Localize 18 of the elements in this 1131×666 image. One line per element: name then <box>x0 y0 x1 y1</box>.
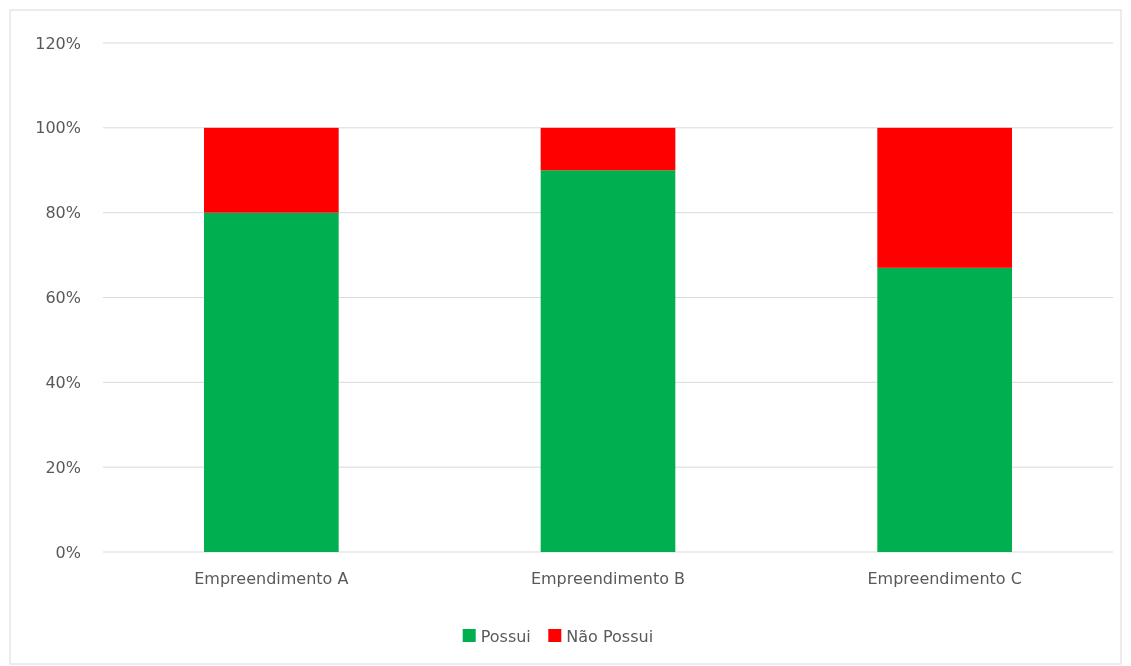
y-tick-label: 40% <box>45 372 81 392</box>
legend-label: Não Possui <box>566 626 654 646</box>
y-tick-label: 100% <box>35 118 81 138</box>
y-tick-label: 0% <box>55 542 81 562</box>
bar <box>877 127 1012 268</box>
bar <box>540 127 676 171</box>
y-tick-label: 80% <box>45 203 81 223</box>
bar <box>540 170 676 552</box>
y-tick-label: 120% <box>35 33 81 53</box>
y-tick-label: 60% <box>45 288 81 308</box>
bar <box>204 212 339 552</box>
bar <box>204 127 339 213</box>
x-tick-label: Empreendimento A <box>194 569 349 588</box>
y-tick-label: 20% <box>45 457 81 477</box>
legend-label: Possui <box>480 626 531 646</box>
x-tick-label: Empreendimento C <box>867 569 1022 588</box>
bar <box>877 267 1012 552</box>
x-tick-label: Empreendimento B <box>530 569 686 588</box>
